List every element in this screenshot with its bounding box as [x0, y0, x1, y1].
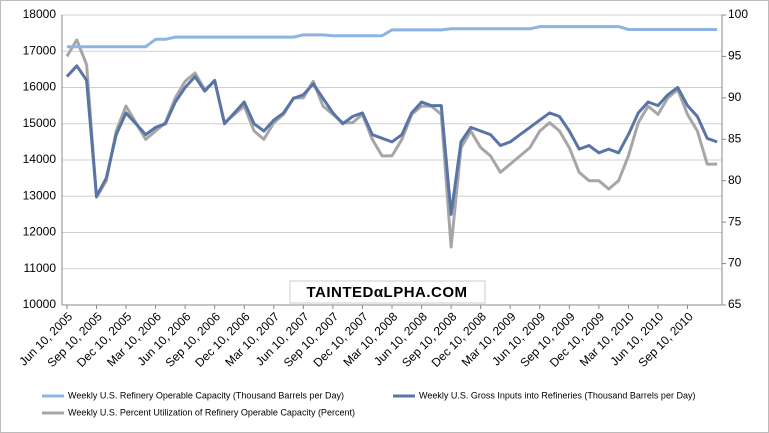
y-tick-label: 10000 — [23, 297, 57, 311]
y2-tick-label: 65 — [728, 297, 742, 311]
y-tick-label: 11000 — [24, 261, 57, 275]
y-tick-label: 16000 — [23, 80, 57, 94]
series-line — [65, 64, 718, 216]
y2-tick-label: 90 — [728, 90, 742, 104]
y2-tick-label: 80 — [728, 173, 742, 187]
legend-label: Weekly U.S. Refinery Operable Capacity (… — [68, 390, 344, 400]
y-tick-label: 12000 — [23, 225, 57, 239]
legend-label: Weekly U.S. Percent Utilization of Refin… — [68, 407, 355, 417]
y2-tick-label: 85 — [728, 131, 742, 145]
y2-tick-label: 70 — [728, 256, 742, 270]
y-tick-label: 14000 — [23, 152, 57, 166]
y2-tick-label: 100 — [728, 7, 748, 21]
y-tick-label: 13000 — [23, 188, 57, 202]
watermark: TAINTEDαLPHA.COM — [306, 284, 467, 301]
legend-label: Weekly U.S. Gross Inputs into Refineries… — [419, 390, 695, 400]
y2-tick-label: 75 — [728, 214, 742, 228]
y-tick-label: 15000 — [23, 116, 57, 130]
y-tick-label: 17000 — [23, 43, 57, 57]
series-line — [66, 25, 718, 49]
watermark-box — [289, 280, 486, 304]
y2-tick-label: 95 — [728, 49, 742, 63]
series-line — [65, 38, 718, 249]
y-tick-label: 18000 — [23, 7, 57, 21]
